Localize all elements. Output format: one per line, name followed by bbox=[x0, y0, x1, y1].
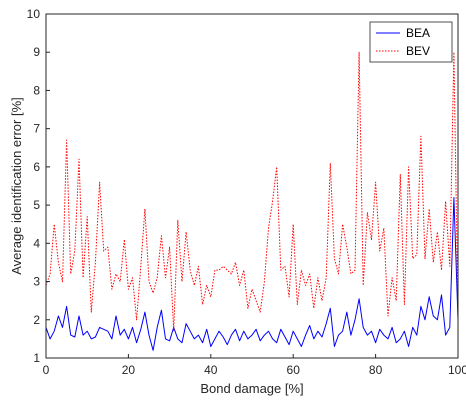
series-layer bbox=[45, 51, 459, 351]
y-tick-label: 4 bbox=[33, 236, 40, 250]
legend-label-bev: BEV bbox=[406, 44, 430, 58]
x-tick-label: 40 bbox=[204, 363, 218, 377]
x-tick-label: 80 bbox=[369, 363, 383, 377]
legend: BEA BEV bbox=[369, 21, 453, 63]
x-tick-label: 60 bbox=[287, 363, 301, 377]
x-tick-label: 0 bbox=[43, 363, 50, 377]
legend-label-bea: BEA bbox=[406, 26, 430, 40]
series-line-bea bbox=[45, 197, 459, 351]
axes-box bbox=[45, 13, 459, 359]
ticks-layer: 0 20 40 60 80 100 1 2 3 4 5 6 7 8 9 10 bbox=[27, 7, 466, 377]
x-tick-label: 20 bbox=[122, 363, 136, 377]
plot-area bbox=[46, 14, 458, 358]
x-axis-label: Bond damage [%] bbox=[200, 381, 303, 396]
y-tick-label: 3 bbox=[33, 275, 40, 289]
y-tick-label: 10 bbox=[27, 7, 41, 21]
y-tick-label: 6 bbox=[33, 160, 40, 174]
y-tick-label: 1 bbox=[33, 351, 40, 365]
y-tick-label: 9 bbox=[33, 45, 40, 59]
x-tick-label: 100 bbox=[448, 363, 466, 377]
y-tick-label: 2 bbox=[33, 313, 40, 327]
y-tick-label: 8 bbox=[33, 83, 40, 97]
y-tick-label: 5 bbox=[33, 198, 40, 212]
legend-box bbox=[369, 21, 453, 63]
y-tick-label: 7 bbox=[33, 122, 40, 136]
y-axis-label: Average identification error [%] bbox=[9, 97, 24, 275]
